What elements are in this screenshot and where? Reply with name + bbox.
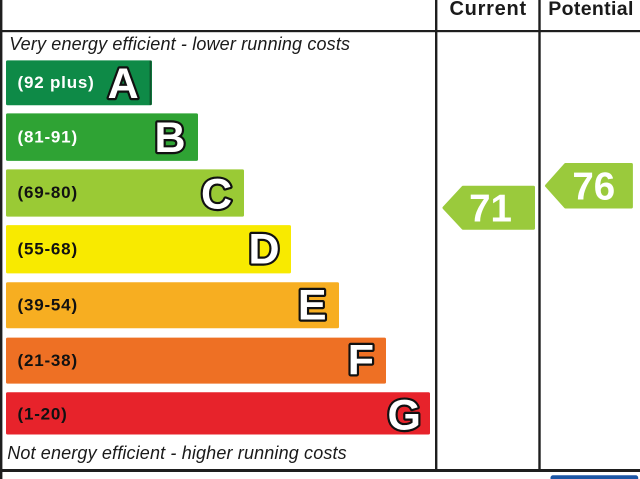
svg-text:B: B [154, 114, 185, 162]
svg-text:(21-38): (21-38) [18, 351, 78, 370]
svg-text:(81-91): (81-91) [18, 127, 78, 146]
svg-text:Current: Current [449, 0, 526, 20]
svg-text:D: D [248, 226, 279, 274]
svg-text:Potential: Potential [548, 0, 634, 20]
svg-text:(55-68): (55-68) [18, 240, 78, 259]
svg-text:71: 71 [469, 188, 512, 231]
svg-text:F: F [348, 336, 374, 384]
svg-text:76: 76 [572, 165, 615, 208]
svg-text:Very energy efficient - lower: Very energy efficient - lower running co… [9, 34, 350, 54]
svg-text:(39-54): (39-54) [18, 296, 78, 315]
svg-text:(1-20): (1-20) [18, 404, 68, 423]
svg-text:A: A [108, 60, 139, 108]
svg-text:(92 plus): (92 plus) [18, 73, 95, 92]
svg-text:(69-80): (69-80) [18, 183, 78, 202]
svg-text:E: E [298, 282, 327, 330]
svg-text:C: C [201, 170, 232, 218]
svg-text:G: G [388, 391, 421, 439]
svg-text:Not energy efficient - higher: Not energy efficient - higher running co… [7, 443, 347, 463]
